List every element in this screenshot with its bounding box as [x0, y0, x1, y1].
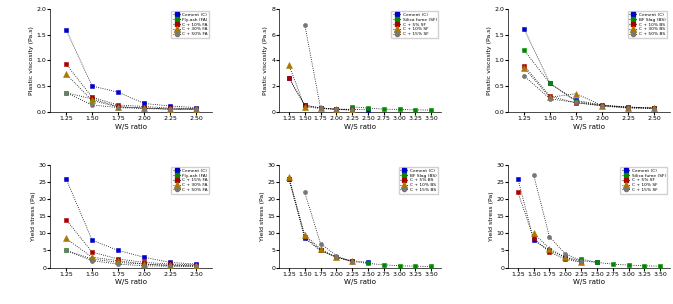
- Legend: Cement (C), BF Slag (BS), C + 5% BS, C + 10% BS, C + 15% BS: Cement (C), BF Slag (BS), C + 5% BS, C +…: [399, 167, 438, 194]
- Y-axis label: Plastic viscosity (Pa.s): Plastic viscosity (Pa.s): [29, 26, 34, 95]
- Legend: Cement (C), BF Slag (BS), C + 10% BS, C + 30% BS, C + 50% BS: Cement (C), BF Slag (BS), C + 10% BS, C …: [628, 11, 668, 38]
- Y-axis label: Yield stress (Pa): Yield stress (Pa): [31, 192, 36, 241]
- X-axis label: W/S ratio: W/S ratio: [115, 279, 147, 285]
- Legend: Cement (C), Silica fume (SF), C + 5% SF, C + 10% SF, C + 15% SF: Cement (C), Silica fume (SF), C + 5% SF,…: [392, 11, 438, 38]
- X-axis label: W/S ratio: W/S ratio: [344, 279, 376, 285]
- Y-axis label: Yield stress (Pa): Yield stress (Pa): [260, 192, 264, 241]
- Legend: Cement (C), Fly-ash (FA), C + 10% FA, C + 30% FA, C + 50% FA: Cement (C), Fly-ash (FA), C + 10% FA, C …: [171, 11, 209, 38]
- Y-axis label: Plastic viscosity (Pa.s): Plastic viscosity (Pa.s): [487, 26, 491, 95]
- X-axis label: W/S ratio: W/S ratio: [344, 124, 376, 130]
- Legend: Cement (C), Silica fume (SF), C + 5% SF, C + 10% SF, C + 15% SF: Cement (C), Silica fume (SF), C + 5% SF,…: [621, 167, 668, 194]
- Y-axis label: Yield stress (Pa): Yield stress (Pa): [489, 192, 493, 241]
- Legend: Cement (C), Fly-ash (FA), C + 15% FA, C + 30% FA, C + 50% FA: Cement (C), Fly-ash (FA), C + 15% FA, C …: [171, 167, 209, 194]
- X-axis label: W/S ratio: W/S ratio: [115, 124, 147, 130]
- X-axis label: W/S ratio: W/S ratio: [573, 279, 605, 285]
- Y-axis label: Plastic viscosity (Pa.s): Plastic viscosity (Pa.s): [264, 26, 269, 95]
- X-axis label: W/S ratio: W/S ratio: [573, 124, 605, 130]
